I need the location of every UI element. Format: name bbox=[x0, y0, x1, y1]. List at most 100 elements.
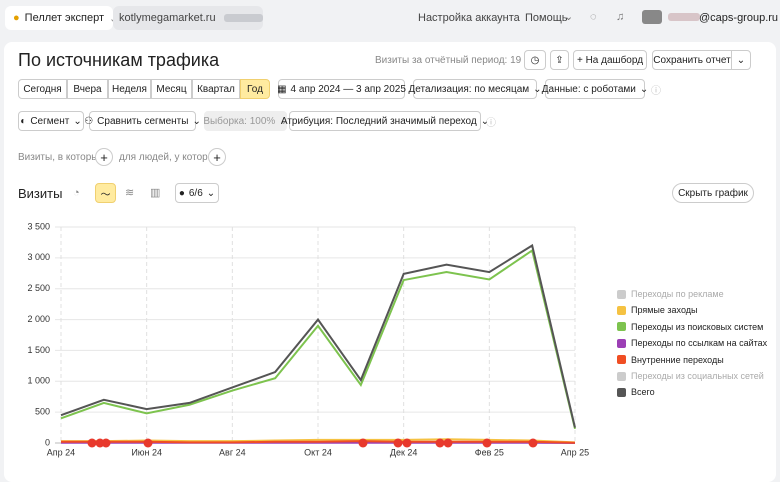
detail-label: Детализация: по месяцам bbox=[408, 84, 529, 95]
period-button[interactable]: Год bbox=[240, 79, 270, 99]
total-visits: Визиты за отчётный период: 19 346 bbox=[375, 55, 541, 66]
attribution-button[interactable]: Атрибуция: Последний значимый переход⌄ bbox=[289, 111, 481, 131]
period-label: Квартал bbox=[197, 84, 235, 95]
legend-swatch bbox=[617, 322, 626, 331]
legend-item[interactable]: Прямые заходы bbox=[617, 305, 697, 315]
annotation-marker[interactable] bbox=[529, 439, 538, 448]
legend-item[interactable]: Всего bbox=[617, 387, 655, 397]
x-tick-label: Июн 24 bbox=[131, 447, 162, 457]
legend-item[interactable]: Внутренние переходы bbox=[617, 355, 724, 365]
y-tick-label: 1 500 bbox=[27, 345, 50, 355]
detail-select[interactable]: Детализация: по месяцам⌄ bbox=[413, 79, 537, 99]
help[interactable]: Помощь bbox=[525, 12, 568, 24]
y-tick-label: 2 500 bbox=[27, 283, 50, 293]
x-tick-label: Окт 24 bbox=[304, 447, 332, 457]
annotation-marker[interactable] bbox=[144, 439, 153, 448]
counter-select[interactable]: ●Пеллет эксперт⌄ bbox=[5, 6, 113, 30]
data-label: Данные: с роботами bbox=[542, 84, 636, 95]
period-label: Год bbox=[247, 84, 263, 95]
series-count: 6/6 bbox=[189, 188, 203, 199]
user-email[interactable]: @caps-group.ru bbox=[699, 12, 778, 24]
dashboard-button[interactable]: + На дашборд bbox=[573, 50, 647, 70]
y-tick-label: 0 bbox=[45, 437, 50, 447]
legend-item[interactable]: Переходы из поисковых систем bbox=[617, 322, 763, 332]
site-name: kotlymegamarket.ru bbox=[119, 12, 216, 24]
counter-name: Пеллет эксперт bbox=[25, 12, 104, 24]
legend-swatch bbox=[617, 306, 626, 315]
data-select[interactable]: Данные: с роботами⌄ bbox=[545, 79, 645, 99]
metric-title: Визиты bbox=[18, 186, 62, 201]
compare-button[interactable]: ⚇Сравнить сегменты⌄ bbox=[89, 111, 196, 131]
annotation-marker[interactable] bbox=[483, 439, 492, 448]
y-tick-label: 1 000 bbox=[27, 376, 50, 386]
x-tick-label: Апр 25 bbox=[561, 447, 589, 457]
period-button[interactable]: Квартал bbox=[192, 79, 240, 99]
x-tick-label: Фев 25 bbox=[475, 447, 504, 457]
date-range-label: 4 апр 2024 — 3 апр 2025 bbox=[291, 84, 406, 95]
legend-item[interactable]: Переходы по ссылкам на сайтах bbox=[617, 338, 767, 348]
y-tick-label: 500 bbox=[35, 407, 50, 417]
y-tick-label: 3 000 bbox=[27, 252, 50, 262]
legend-swatch bbox=[617, 290, 626, 299]
avatar[interactable] bbox=[642, 10, 662, 24]
period-label: Месяц bbox=[156, 84, 186, 95]
site: kotlymegamarket.ru bbox=[113, 6, 263, 30]
segment-button[interactable]: ◐Сегмент⌄ bbox=[18, 111, 84, 131]
sample-label: Выборка: 100% bbox=[203, 116, 275, 127]
pie-icon[interactable]: ◔ bbox=[73, 187, 80, 199]
add-condition[interactable]: + bbox=[95, 148, 113, 166]
hide-chart-label: Скрыть график bbox=[678, 188, 748, 199]
y-tick-label: 3 500 bbox=[27, 221, 50, 231]
help-arrow: ⌄ bbox=[564, 10, 573, 23]
annotation-marker[interactable] bbox=[436, 439, 445, 448]
sample-button[interactable]: Выборка: 100%⌄ bbox=[204, 111, 287, 131]
add-condition[interactable]: + bbox=[208, 148, 226, 166]
legend-item[interactable]: Переходы из социальных сетей bbox=[617, 371, 764, 381]
compare-label: Сравнить сегменты bbox=[97, 116, 188, 127]
date-range[interactable]: ▦4 апр 2024 — 3 апр 2025 bbox=[278, 79, 405, 99]
legend-label: Переходы из поисковых систем bbox=[631, 322, 763, 332]
legend-swatch bbox=[617, 388, 626, 397]
clock-button[interactable]: ◷ bbox=[524, 50, 546, 70]
legend-label: Переходы по рекламе bbox=[631, 289, 724, 299]
save-button[interactable]: Сохранить отчет bbox=[652, 50, 732, 70]
bell-icon[interactable]: ♫ bbox=[616, 11, 624, 23]
share-button[interactable]: ⇪ bbox=[550, 50, 569, 70]
help-icon[interactable]: ⓘ bbox=[486, 114, 496, 129]
annotation-marker[interactable] bbox=[444, 439, 453, 448]
save-menu[interactable]: ⌄ bbox=[731, 50, 751, 70]
legend-swatch bbox=[617, 355, 626, 364]
x-tick-label: Дек 24 bbox=[390, 447, 418, 457]
legend-label: Переходы из социальных сетей bbox=[631, 371, 764, 381]
legend-item[interactable]: Переходы по рекламе bbox=[617, 289, 724, 299]
period-button[interactable]: Вчера bbox=[67, 79, 108, 99]
account-settings[interactable]: Настройка аккаунта bbox=[418, 12, 520, 24]
line-icon[interactable]: 〜 bbox=[95, 183, 116, 203]
annotation-marker[interactable] bbox=[394, 439, 403, 448]
save-label: Сохранить отчет bbox=[653, 55, 730, 66]
period-label: Вчера bbox=[73, 84, 101, 95]
attribution-label: Атрибуция: Последний значимый переход bbox=[281, 116, 477, 127]
legend-label: Всего bbox=[631, 387, 655, 397]
period-button[interactable]: Сегодня bbox=[18, 79, 67, 99]
annotation-marker[interactable] bbox=[403, 439, 412, 448]
annotation-marker[interactable] bbox=[359, 439, 368, 448]
hide-chart[interactable]: Скрыть график bbox=[672, 183, 754, 203]
area-icon[interactable]: ≋ bbox=[125, 186, 134, 199]
chat-icon[interactable]: ◌ bbox=[590, 11, 597, 23]
blurred bbox=[668, 13, 700, 21]
people-condition: для людей, у которых bbox=[119, 152, 220, 163]
help-icon[interactable]: ⓘ bbox=[651, 82, 661, 97]
bar-icon[interactable]: ▥ bbox=[150, 186, 160, 199]
period-label: Неделя bbox=[112, 84, 147, 95]
annotation-marker[interactable] bbox=[88, 439, 97, 448]
period-button[interactable]: Неделя bbox=[108, 79, 151, 99]
period-button[interactable]: Месяц bbox=[151, 79, 192, 99]
annotation-marker[interactable] bbox=[102, 439, 111, 448]
x-tick-label: Авг 24 bbox=[219, 447, 246, 457]
legend-swatch bbox=[617, 372, 626, 381]
y-tick-label: 2 000 bbox=[27, 314, 50, 324]
series-button[interactable]: ●6/6⌄ bbox=[175, 183, 219, 203]
dashboard-label: + На дашборд bbox=[577, 55, 643, 66]
page: ●Пеллет эксперт⌄ kotlymegamarket.ru Наст… bbox=[0, 0, 780, 472]
